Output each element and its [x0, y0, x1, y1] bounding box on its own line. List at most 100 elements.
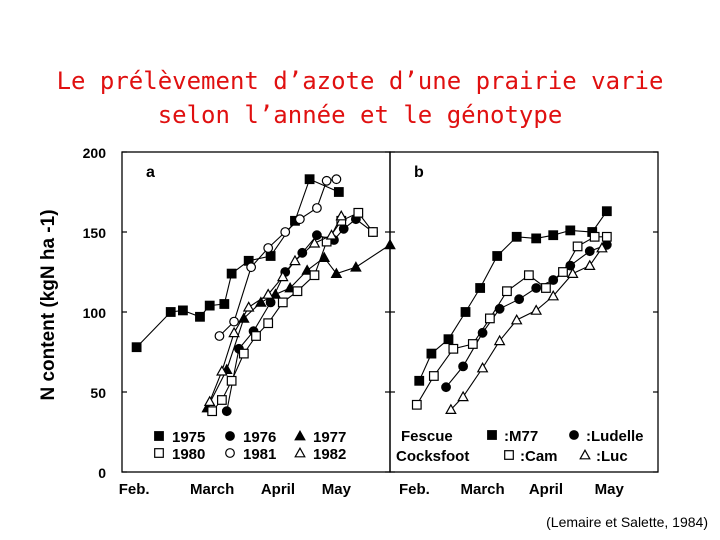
data-point — [219, 299, 230, 309]
data-point — [292, 286, 303, 297]
legend-marker — [504, 450, 514, 460]
data-point — [460, 307, 471, 317]
x-tick-label: March — [460, 481, 504, 498]
series-a-5 — [203, 209, 348, 406]
data-point — [502, 286, 512, 297]
data-point — [601, 231, 612, 242]
data-point — [583, 259, 596, 270]
legend-marker — [487, 430, 497, 440]
data-point — [548, 275, 559, 285]
data-point — [195, 311, 205, 322]
data-point — [484, 313, 495, 324]
data-point — [492, 251, 503, 261]
data-point — [511, 231, 522, 242]
panel-b: b Feb. March April May — [389, 151, 659, 498]
legend-label: Cocksfoot — [396, 448, 469, 465]
data-point — [277, 297, 288, 308]
data-point — [531, 283, 542, 293]
legend-panel-a: 1975 1976 1977 1980 1981 1982 — [154, 429, 346, 463]
series-a-3 — [207, 207, 378, 417]
data-point — [445, 403, 457, 414]
legend-marker — [294, 446, 306, 458]
data-point — [426, 348, 437, 359]
data-point — [226, 375, 237, 386]
data-point — [309, 270, 320, 281]
legend-label: 1981 — [243, 446, 276, 463]
data-point — [216, 365, 228, 376]
x-tick-label: May — [322, 481, 352, 498]
plot-frame — [389, 151, 659, 473]
data-point — [330, 267, 343, 278]
data-point — [269, 288, 282, 299]
data-point — [565, 225, 576, 236]
legend-label: :M77 — [504, 428, 538, 445]
slide-title: Le prélèvement d’azote d’une prairie var… — [0, 64, 720, 132]
data-point — [572, 241, 583, 252]
data-point — [294, 214, 305, 225]
data-point — [338, 223, 349, 234]
panel-label-a: a — [146, 164, 155, 181]
series-line — [450, 247, 603, 410]
series-a-0 — [131, 174, 344, 353]
x-tick-label: May — [595, 481, 625, 498]
legend-label: :Ludelle — [586, 428, 644, 445]
data-point — [350, 261, 362, 272]
legend-label: 1982 — [313, 446, 346, 463]
slide-title-line-2: selon l’année et le génotype — [157, 101, 563, 130]
data-point — [255, 296, 267, 307]
legend-label: :Cam — [520, 448, 558, 465]
data-point — [228, 326, 240, 338]
legend-marker — [294, 429, 306, 441]
data-point — [165, 307, 176, 317]
y-tick-label: 200 — [83, 145, 107, 161]
data-point — [131, 342, 142, 353]
y-axis-ticks: 0 50 100 150 200 — [83, 145, 107, 481]
series-a-1 — [221, 214, 378, 417]
x-tick-label: April — [529, 481, 563, 498]
data-point — [428, 371, 439, 381]
data-point — [457, 390, 469, 402]
data-point — [448, 343, 459, 354]
data-point — [335, 209, 348, 221]
data-point — [204, 300, 215, 311]
y-axis-label: N content (kgN ha -1) — [38, 209, 59, 400]
data-point — [530, 304, 543, 315]
data-point — [251, 331, 261, 341]
data-point — [601, 206, 612, 217]
x-tick-label: Feb. — [399, 481, 430, 498]
y-tick-label: 50 — [90, 385, 106, 401]
data-point — [308, 237, 321, 248]
series-line — [226, 218, 374, 412]
y-tick-label: 100 — [83, 305, 107, 321]
series-line — [209, 215, 342, 402]
legend-marker — [154, 431, 164, 441]
slide-title-line-1: Le prélèvement d’azote d’une prairie var… — [56, 67, 664, 96]
data-point — [284, 281, 296, 293]
series-a-4 — [214, 174, 342, 341]
data-point — [325, 229, 338, 240]
data-point — [262, 288, 275, 299]
data-point — [467, 339, 478, 349]
data-point — [304, 174, 315, 185]
legend-marker — [154, 448, 164, 458]
data-point — [229, 316, 239, 327]
data-point — [494, 303, 505, 314]
data-point — [216, 395, 227, 405]
x-tick-label: April — [261, 481, 295, 498]
series-b-0 — [414, 206, 612, 386]
legend-label: 1980 — [172, 446, 205, 463]
data-point — [242, 301, 255, 312]
series-b-3 — [445, 241, 608, 414]
x-tick-label: Feb. — [119, 481, 150, 498]
panel-label-b: b — [414, 164, 424, 181]
legend-panel-b: Fescue:M77:Ludelle Cocksfoot:Cam:Luc — [396, 428, 644, 465]
data-point — [368, 227, 378, 237]
data-point — [280, 227, 291, 237]
data-point — [265, 251, 276, 261]
legend-label: 1977 — [313, 429, 346, 446]
data-point — [289, 254, 301, 266]
data-point — [321, 175, 332, 186]
data-point — [441, 382, 451, 393]
legend-label: :Luc — [596, 448, 628, 465]
